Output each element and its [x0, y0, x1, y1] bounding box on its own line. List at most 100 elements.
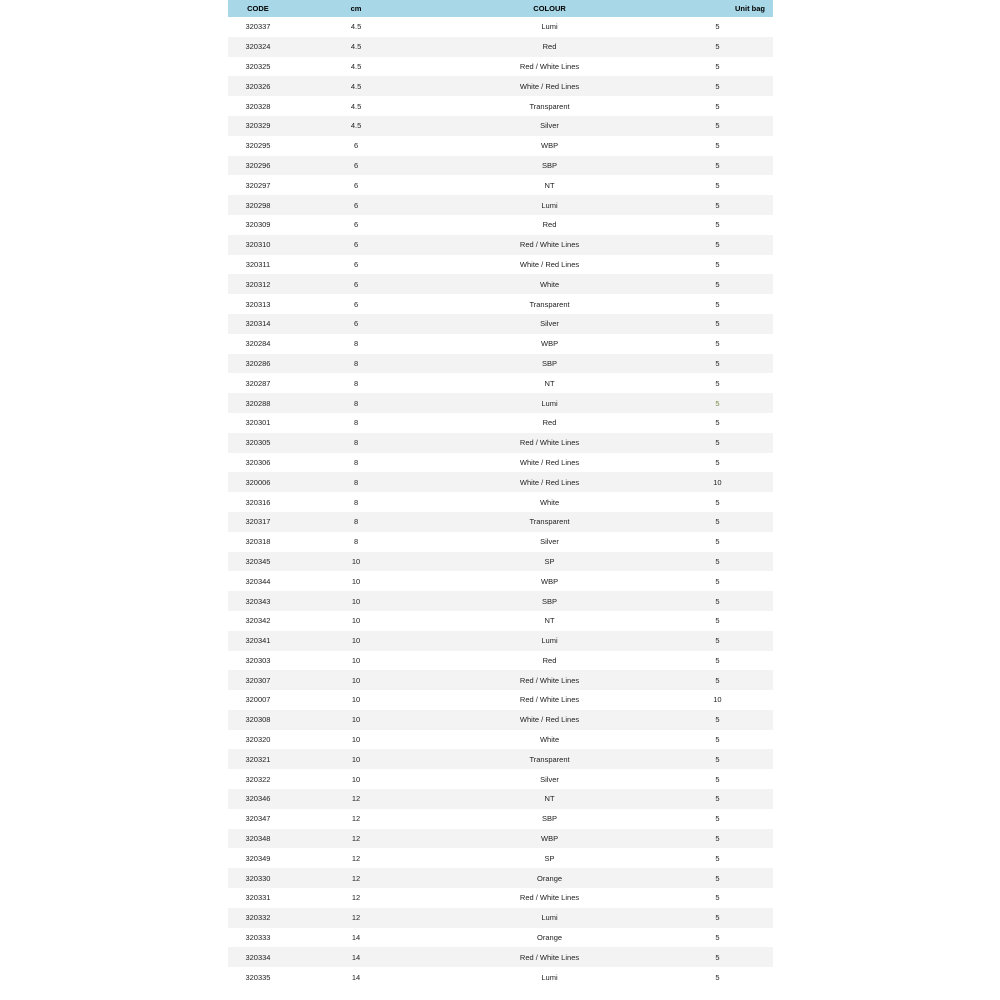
cell-cm: 12: [288, 829, 424, 849]
header-cm: cm: [288, 0, 424, 17]
cell-cm: 10: [288, 690, 424, 710]
cell-cm: 10: [288, 670, 424, 690]
cell-colour: WBP: [424, 571, 675, 591]
cell-colour: Orange: [424, 868, 675, 888]
header-code: CODE: [228, 0, 288, 17]
cell-code: 320326: [228, 76, 288, 96]
cell-code: 320343: [228, 591, 288, 611]
cell-unit: 5: [675, 769, 773, 789]
cell-unit: 5: [675, 334, 773, 354]
cell-unit: 5: [675, 651, 773, 671]
cell-cm: 4.5: [288, 96, 424, 116]
cell-code: 320329: [228, 116, 288, 136]
cell-cm: 6: [288, 314, 424, 334]
cell-unit: 5: [675, 888, 773, 908]
table-row: 3203294.5Silver5: [228, 116, 773, 136]
cell-cm: 10: [288, 710, 424, 730]
cell-code: 320321: [228, 749, 288, 769]
cell-colour: Transparent: [424, 512, 675, 532]
cell-colour: SBP: [424, 354, 675, 374]
cell-unit: 5: [675, 631, 773, 651]
cell-code: 320314: [228, 314, 288, 334]
cell-code: 320284: [228, 334, 288, 354]
table-header: CODE cm COLOUR Unit bag: [228, 0, 773, 17]
cell-colour: White: [424, 730, 675, 750]
cell-colour: NT: [424, 611, 675, 631]
cell-code: 320341: [228, 631, 288, 651]
cell-unit: 5: [675, 908, 773, 928]
cell-unit: 5: [675, 175, 773, 195]
header-colour: COLOUR: [424, 0, 675, 17]
cell-colour: Silver: [424, 532, 675, 552]
cell-cm: 12: [288, 848, 424, 868]
table-row: 3203096Red5: [228, 215, 773, 235]
table-row: 32033112Red / White Lines5: [228, 888, 773, 908]
cell-cm: 12: [288, 888, 424, 908]
cell-unit: 5: [675, 294, 773, 314]
table-row: 32033314Orange5: [228, 928, 773, 948]
cell-colour: Red / White Lines: [424, 947, 675, 967]
cell-unit: 5: [675, 710, 773, 730]
cell-code: 320301: [228, 413, 288, 433]
cell-colour: SBP: [424, 156, 675, 176]
table-row: 3203136Transparent5: [228, 294, 773, 314]
table-row: 32034812WBP5: [228, 829, 773, 849]
cell-code: 320337: [228, 17, 288, 37]
cell-unit: 5: [675, 37, 773, 57]
header-row: CODE cm COLOUR Unit bag: [228, 0, 773, 17]
cell-colour: SP: [424, 552, 675, 572]
table-row: 3202966SBP5: [228, 156, 773, 176]
cell-cm: 8: [288, 472, 424, 492]
cell-cm: 8: [288, 532, 424, 552]
cell-unit: 5: [675, 848, 773, 868]
cell-code: 320308: [228, 710, 288, 730]
cell-code: 320324: [228, 37, 288, 57]
table-row: 3203018Red5: [228, 413, 773, 433]
table-row: 3202976NT5: [228, 175, 773, 195]
cell-colour: Red: [424, 651, 675, 671]
table-row: 3202848WBP5: [228, 334, 773, 354]
cell-code: 320333: [228, 928, 288, 948]
cell-cm: 6: [288, 235, 424, 255]
cell-colour: Transparent: [424, 96, 675, 116]
cell-unit: 5: [675, 591, 773, 611]
cell-code: 320330: [228, 868, 288, 888]
cell-code: 320328: [228, 96, 288, 116]
cell-unit: 5: [675, 611, 773, 631]
cell-unit: 5: [675, 195, 773, 215]
cell-cm: 8: [288, 433, 424, 453]
cell-unit: 5: [675, 967, 773, 987]
cell-colour: Transparent: [424, 749, 675, 769]
cell-unit: 5: [675, 532, 773, 552]
cell-code: 320331: [228, 888, 288, 908]
cell-code: 320348: [228, 829, 288, 849]
cell-colour: White / Red Lines: [424, 472, 675, 492]
cell-code: 320297: [228, 175, 288, 195]
cell-colour: Silver: [424, 314, 675, 334]
cell-unit: 5: [675, 373, 773, 393]
cell-code: 320298: [228, 195, 288, 215]
product-table-container: CODE cm COLOUR Unit bag 3203374.5Lumi532…: [228, 0, 773, 987]
cell-code: 320345: [228, 552, 288, 572]
cell-unit: 5: [675, 255, 773, 275]
table-row: 3200068White / Red Lines10: [228, 472, 773, 492]
table-row: 3203058Red / White Lines5: [228, 433, 773, 453]
cell-cm: 4.5: [288, 76, 424, 96]
table-row: 3203284.5Transparent5: [228, 96, 773, 116]
cell-colour: NT: [424, 373, 675, 393]
cell-cm: 14: [288, 928, 424, 948]
cell-cm: 8: [288, 453, 424, 473]
cell-unit: 5: [675, 235, 773, 255]
cell-colour: Red / White Lines: [424, 670, 675, 690]
cell-code: 320006: [228, 472, 288, 492]
cell-cm: 10: [288, 631, 424, 651]
cell-colour: Red: [424, 413, 675, 433]
cell-code: 320309: [228, 215, 288, 235]
cell-cm: 8: [288, 393, 424, 413]
table-row: 3203254.5Red / White Lines5: [228, 57, 773, 77]
cell-code: 320303: [228, 651, 288, 671]
cell-cm: 8: [288, 354, 424, 374]
cell-unit: 5: [675, 947, 773, 967]
cell-unit: 5: [675, 393, 773, 413]
table-row: 32030710Red / White Lines5: [228, 670, 773, 690]
